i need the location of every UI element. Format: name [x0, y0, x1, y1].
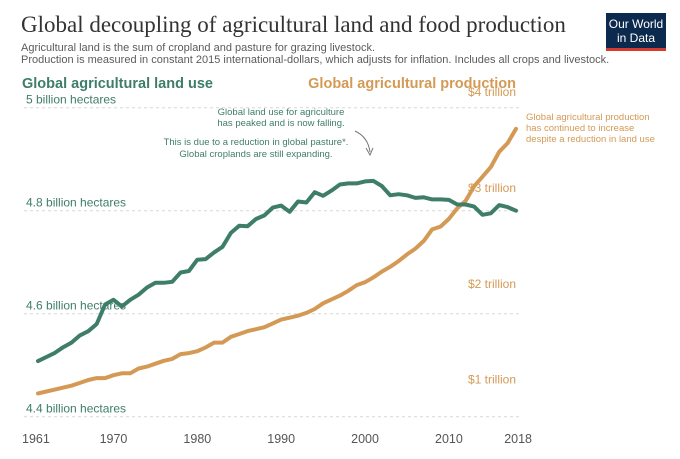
- left-tick-label: 4.8 billion hectares: [26, 196, 126, 210]
- left-axis-ticks: 5 billion hectares 4.8 billion hectares 4.…: [26, 93, 126, 416]
- x-tick-label: 1961: [22, 432, 50, 446]
- chart-subtitle-line-2: Production is measured in constant 2015 …: [21, 54, 609, 66]
- logo-accent-bar: [606, 48, 666, 51]
- right-tick-label: $2 trillion: [468, 277, 516, 291]
- annotation-production: Global agricultural production has conti…: [526, 112, 655, 145]
- owid-logo[interactable]: Our World in Data: [606, 13, 666, 51]
- x-tick-label: 1970: [100, 432, 128, 446]
- logo-background: [606, 13, 666, 48]
- annotation-land-peak-line-1: Global land use for agriculture: [218, 107, 345, 118]
- x-tick-label: 2018: [504, 432, 532, 446]
- left-tick-label: 5 billion hectares: [26, 93, 116, 107]
- chart-subtitle-line-1: Agricultural land is the sum of cropland…: [21, 42, 375, 54]
- right-tick-label: $4 trillion: [468, 85, 516, 99]
- annotation-arrowhead: [365, 147, 374, 157]
- annotation-pasture-line-2: Global croplands are still expanding.: [179, 149, 332, 160]
- land-use-series-line: [36, 178, 518, 364]
- annotation-arrow: [354, 130, 371, 153]
- annotation-pasture: This is due to a reduction in global pas…: [164, 137, 349, 160]
- x-tick-label: 1990: [267, 432, 295, 446]
- logo-text-line-2: in Data: [617, 31, 655, 45]
- production-series-line: [36, 126, 518, 396]
- annotation-pasture-line-1: This is due to a reduction in global pas…: [164, 137, 349, 148]
- annotation-production-line-3: despite a reduction in land use: [526, 134, 655, 145]
- right-axis-ticks: $4 trillion $3 trillion $2 trillion $1 tril…: [468, 85, 516, 387]
- left-axis-title: Global agricultural land use: [22, 76, 213, 92]
- x-axis-ticks: 1961 1970 1980 1990 2000 2010 2018: [22, 432, 532, 446]
- x-tick-label: 2000: [351, 432, 379, 446]
- logo-text-line-1: Our World: [609, 17, 663, 31]
- x-tick-label: 2010: [435, 432, 463, 446]
- x-tick-label: 1980: [183, 432, 211, 446]
- annotation-land-peak: Global land use for agriculture has peak…: [217, 107, 344, 129]
- annotation-production-line-1: Global agricultural production: [526, 112, 650, 123]
- left-tick-label: 4.4 billion hectares: [26, 402, 126, 416]
- annotation-production-line-2: has continued to increase: [526, 123, 634, 134]
- chart-title: Global decoupling of agricultural land a…: [21, 12, 566, 37]
- right-axis-title: Global agricultural production: [308, 76, 516, 92]
- right-tick-label: $1 trillion: [468, 373, 516, 387]
- right-tick-label: $3 trillion: [468, 181, 516, 195]
- annotation-land-peak-line-2: has peaked and is now falling.: [217, 118, 344, 129]
